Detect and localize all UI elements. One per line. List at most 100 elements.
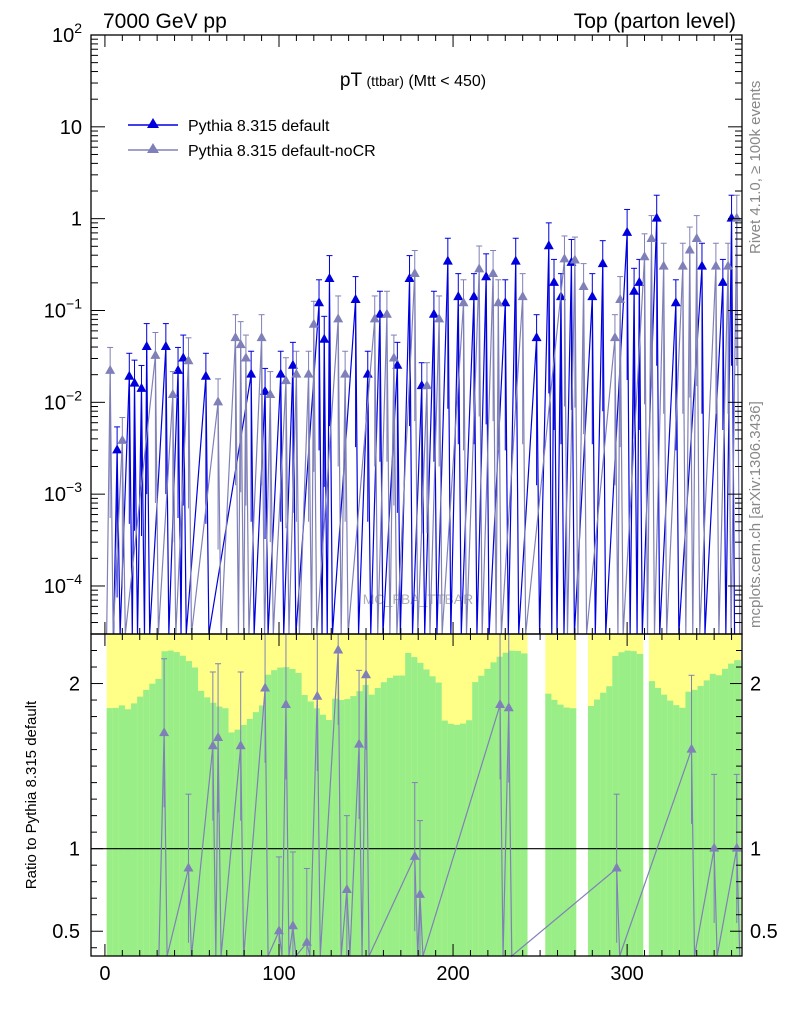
- main-ytick-label: 10−3: [44, 479, 82, 506]
- ratio-band-inner: [350, 696, 357, 956]
- ratio-point: [235, 740, 246, 750]
- ratio-band-inner: [429, 676, 437, 956]
- ratio-band-inner: [325, 719, 333, 956]
- data-point: [112, 444, 123, 454]
- ratio-band-inner: [118, 705, 126, 956]
- main-ytick-label-exponent: −2: [66, 387, 82, 403]
- ratio-band-inner: [606, 686, 613, 956]
- data-point: [651, 212, 662, 222]
- ratio-band-inner: [460, 723, 467, 956]
- data-point: [717, 276, 728, 286]
- data-point: [421, 380, 432, 390]
- data-point: [510, 255, 521, 265]
- ratio-band-inner: [106, 708, 114, 956]
- ratio-band-inner: [685, 691, 693, 956]
- ratio-band-inner: [545, 693, 552, 956]
- ratio-band-inner: [423, 669, 431, 956]
- ratio-band-inner: [143, 689, 150, 956]
- data-point: [442, 255, 453, 265]
- data-point: [723, 260, 734, 270]
- main-ytick-label: 102: [52, 20, 82, 47]
- title-small: (ttbar): [367, 73, 404, 89]
- data-point: [319, 333, 330, 343]
- ratio-band-inner: [332, 698, 339, 956]
- ratio-point: [686, 743, 697, 753]
- data-point: [458, 297, 469, 307]
- data-point: [287, 359, 298, 369]
- ratio-band-inner: [265, 674, 272, 956]
- main-ytick-label: 10−2: [44, 387, 82, 414]
- ratio-band-inner: [496, 656, 504, 956]
- header-right: Top (parton level): [574, 10, 736, 33]
- ratio-band-inner: [234, 729, 242, 956]
- ratio-band-inner: [417, 662, 424, 956]
- ratio-ytick-label-right: 0.5: [750, 921, 778, 943]
- ratio-band-inner: [472, 682, 479, 956]
- data-point: [639, 251, 650, 261]
- ratio-band-inner: [514, 650, 522, 956]
- ratio-band-inner: [399, 675, 406, 956]
- data-point: [362, 368, 373, 378]
- ratio-point: [159, 727, 170, 737]
- ratio-point: [260, 682, 271, 692]
- data-point: [731, 212, 742, 222]
- ratio-point: [503, 702, 514, 712]
- ratio-band-inner: [222, 708, 230, 956]
- ratio-band-inner: [661, 694, 668, 956]
- ratio-band-inner: [594, 699, 601, 956]
- ratio-band-inner: [179, 655, 187, 956]
- ratio-band-inner: [386, 677, 394, 956]
- ratio-band-inner: [654, 687, 662, 956]
- main-ytick-label-base: 10: [44, 576, 66, 598]
- ratio-point: [280, 699, 291, 709]
- ratio-band-inner: [191, 667, 199, 956]
- data-point: [246, 368, 257, 378]
- ratio-band-inner: [612, 656, 619, 956]
- main-ytick-label-base: 10: [44, 484, 66, 506]
- ratio-band-inner: [709, 673, 717, 956]
- ratio-band-inner: [691, 689, 699, 956]
- data-point: [488, 267, 499, 277]
- data-point: [559, 253, 570, 263]
- ratio-band-inner: [453, 724, 461, 956]
- ratio-band-inner: [673, 705, 680, 956]
- main-ytick-label: 10: [60, 117, 82, 139]
- ratio-point: [183, 862, 194, 872]
- data-point: [388, 352, 399, 362]
- data-point: [453, 291, 464, 301]
- data-point: [235, 339, 246, 349]
- ratio-ytick-label: 0.5: [52, 921, 80, 943]
- ratio-frame: [90, 633, 743, 957]
- data-point: [646, 233, 657, 243]
- data-point: [275, 368, 286, 378]
- ratio-band-inner: [167, 650, 175, 956]
- main-ytick-label: 10−4: [44, 571, 82, 598]
- data-point: [381, 308, 392, 318]
- data-point: [404, 273, 415, 283]
- legend-marker-default: [147, 118, 159, 128]
- ratio-point: [341, 883, 352, 893]
- mcplots-label: mcplots.cern.ch [arXiv:1306.3436]: [747, 401, 764, 628]
- data-point: [597, 258, 608, 268]
- ratio-point: [333, 644, 344, 654]
- ratio-band-inner: [380, 682, 388, 956]
- data-point: [160, 341, 171, 351]
- ratio-band-inner: [715, 675, 723, 956]
- data-point: [500, 297, 511, 307]
- ratio-band-inner: [137, 696, 144, 956]
- ratio-band-inner: [441, 720, 449, 956]
- data-point: [173, 364, 184, 374]
- ratio-ylabel: Ratio to Pythia 8.315 default: [23, 700, 40, 889]
- ratio-band-inner: [569, 708, 577, 956]
- data-point: [136, 382, 147, 392]
- legend-marker-nocr: [147, 143, 159, 153]
- ratio-band-inner: [618, 652, 626, 956]
- data-point: [280, 375, 291, 385]
- main-ytick-label-exponent: −3: [66, 479, 82, 495]
- ratio-band-inner: [648, 681, 656, 956]
- data-point: [265, 389, 276, 399]
- data-point: [587, 291, 598, 301]
- ratio-ytick-label: 2: [69, 674, 80, 696]
- data-point: [696, 260, 707, 270]
